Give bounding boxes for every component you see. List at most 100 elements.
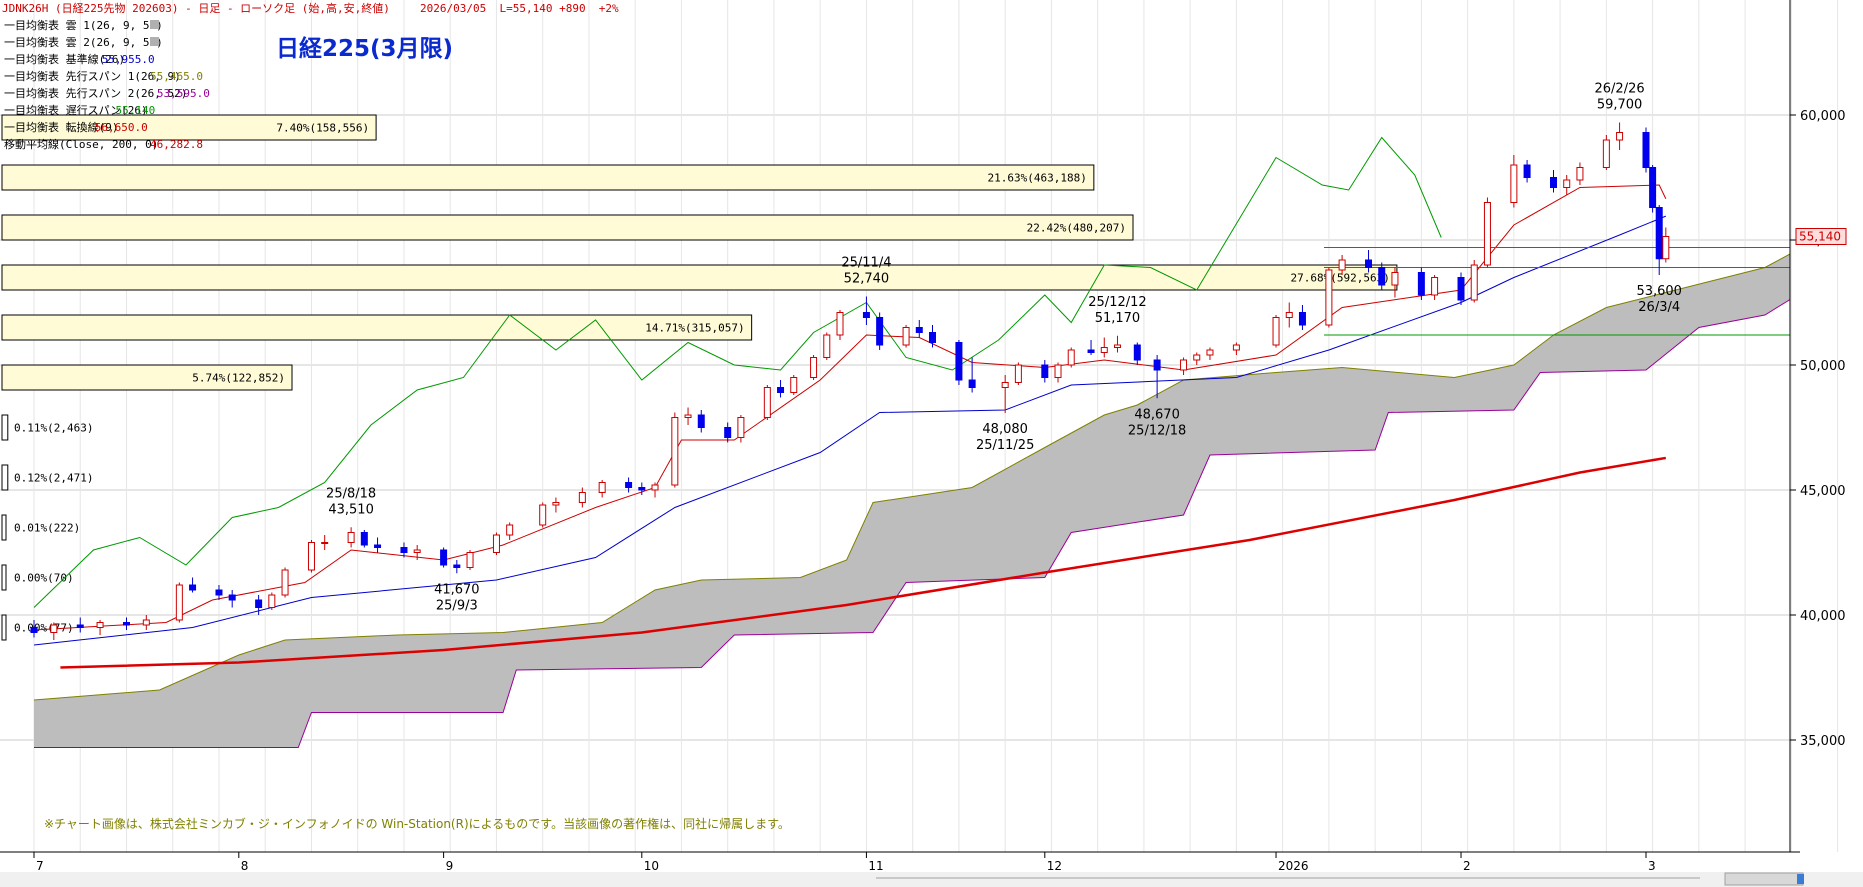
candle-body xyxy=(671,417,679,486)
candle-body xyxy=(1391,272,1399,286)
y-tick-label: 60,000 xyxy=(1800,109,1846,124)
candle-body xyxy=(823,334,831,358)
y-tick-label: 45,000 xyxy=(1800,484,1846,499)
candle-body xyxy=(697,414,705,428)
annotation-label: 59,700 xyxy=(1597,98,1643,113)
candle-body xyxy=(625,482,633,488)
candle-body xyxy=(50,624,58,633)
candle-body xyxy=(1431,277,1439,296)
candle-body xyxy=(928,332,936,343)
volume-profile-label: 22.42%(480,207) xyxy=(1027,222,1126,235)
annotation-label: 25/11/25 xyxy=(976,438,1034,453)
annotation-label: 25/9/3 xyxy=(436,598,478,613)
indicator-legend-value: 55,465.0 xyxy=(150,70,203,83)
candle-body xyxy=(321,542,329,544)
volume-profile-label: 0.00%(70) xyxy=(14,572,74,585)
y-tick-label: 40,000 xyxy=(1800,609,1846,624)
indicator-legend-label: 一目均衡表 雲 2(26, 9, 52) xyxy=(4,35,163,49)
candle-body xyxy=(1510,164,1518,203)
x-tick-label: 9 xyxy=(446,859,454,873)
candle-body xyxy=(76,624,84,628)
x-tick-label: 10 xyxy=(644,859,659,873)
candle-body xyxy=(360,532,368,546)
candle-body xyxy=(810,357,818,378)
volume-profile-bar xyxy=(1,314,753,341)
x-tick-label: 2 xyxy=(1463,859,1471,873)
candle-body xyxy=(142,619,150,626)
annotation-label: 48,670 xyxy=(1134,407,1180,422)
annotation-label: 41,670 xyxy=(434,582,480,597)
indicator-legend-label: 一目均衡表 基準線(26) xyxy=(4,52,125,66)
candle-body xyxy=(215,589,223,596)
scrollbar-track[interactable] xyxy=(0,872,1863,887)
annotation-label: 25/11/4 xyxy=(841,256,891,271)
candle-body xyxy=(724,427,732,438)
volume-profile-label: 27.68%(592,563) xyxy=(1291,272,1390,285)
candle-body xyxy=(466,552,474,568)
kijun-line xyxy=(33,215,1667,646)
indicator-legend-label: 一目均衡表 遅行スパン(26) xyxy=(4,103,148,117)
candle-body xyxy=(1649,167,1657,208)
candle-body xyxy=(539,504,547,526)
annotation-label: 48,080 xyxy=(982,422,1028,437)
volume-profile-bar xyxy=(1,214,1134,241)
candle-body xyxy=(1365,259,1373,268)
indicator-legend-value: 56,650.0 xyxy=(95,121,148,134)
candle-body xyxy=(1523,164,1531,178)
candle-body xyxy=(1576,167,1584,181)
volume-profile-label: 14.71%(315,057) xyxy=(645,322,744,335)
candle-body xyxy=(1133,344,1141,361)
last-price-box xyxy=(1795,228,1847,245)
annotation-label: 26/3/4 xyxy=(1638,300,1680,315)
volume-profile-bar xyxy=(1,414,9,441)
volume-profile-bar xyxy=(1,114,377,141)
candle-body xyxy=(684,414,692,418)
candle-body xyxy=(862,312,870,318)
candle-body xyxy=(1417,272,1425,296)
candle-body xyxy=(1206,349,1214,356)
volume-profile-bar xyxy=(1,614,7,641)
annotation-label: 26/2/26 xyxy=(1595,82,1645,97)
volume-profile-label: 21.63%(463,188) xyxy=(988,172,1087,185)
candle-body xyxy=(955,342,963,381)
y-tick-label: 35,000 xyxy=(1800,734,1846,749)
chart-title: 日経225(3月限) xyxy=(276,35,453,62)
x-tick-label: 11 xyxy=(868,859,883,873)
candle-body xyxy=(1180,359,1188,371)
scrollbar-thumb[interactable] xyxy=(1724,872,1804,886)
annotation-label: 25/12/12 xyxy=(1088,295,1146,310)
candle-body xyxy=(1563,179,1571,188)
candle-body xyxy=(578,492,586,503)
annotation-label: 53,600 xyxy=(1636,284,1682,299)
candle-body xyxy=(737,417,745,438)
candle-body xyxy=(1457,277,1465,301)
last-price-marker: 55,140 xyxy=(1795,228,1847,245)
cloud-fill xyxy=(34,253,1790,748)
senkou-span-b-line xyxy=(34,298,1790,748)
indicator-legend-label: 一目均衡表 転換線(9) xyxy=(4,120,119,134)
volume-profile-bar xyxy=(1,364,293,391)
senkou-span-a-line xyxy=(33,253,1790,701)
candle-body xyxy=(1550,177,1558,188)
volume-profile-bar xyxy=(1,464,9,491)
candle-body xyxy=(1153,359,1161,371)
candle-body xyxy=(1298,312,1306,326)
x-axis: 7 8 9 10 11 12 2026 2 3 xyxy=(33,852,1656,873)
candle-body xyxy=(347,532,355,543)
candle-body xyxy=(453,564,461,568)
candle-body xyxy=(228,594,236,601)
x-tick-label: 2026 xyxy=(1278,859,1309,873)
candle-body xyxy=(1470,264,1478,301)
volume-profile-bar xyxy=(1,514,7,541)
candle-body xyxy=(651,484,659,491)
volume-profile-bar xyxy=(1,164,1095,191)
candle-body xyxy=(374,544,382,548)
candle-body xyxy=(1483,202,1491,266)
candle-body xyxy=(1325,269,1333,326)
last-price-label: 55,140 xyxy=(1799,230,1841,244)
candle-body xyxy=(1193,354,1201,361)
candle-body xyxy=(1285,312,1293,318)
ichimoku-cloud xyxy=(34,253,1790,748)
indicator-legend-label: 移動平均線(Close, 200, 0) xyxy=(4,137,158,151)
